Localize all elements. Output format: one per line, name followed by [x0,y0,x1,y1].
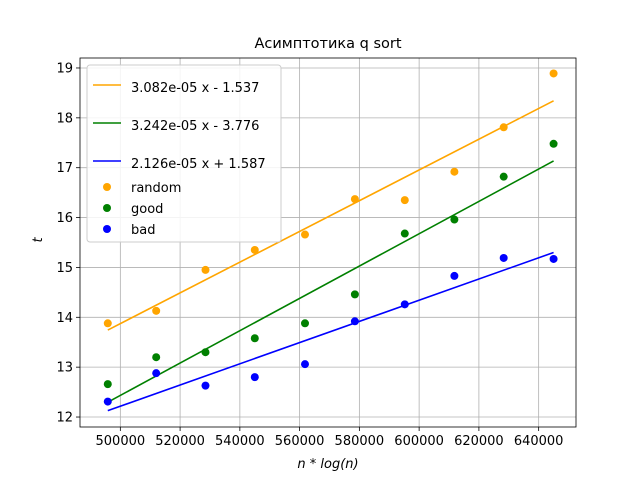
legend-box [86,64,282,243]
y-tick-label: 13 [56,361,73,376]
y-tick-label: 17 [56,161,73,176]
data-point-bad [152,369,161,378]
legend-fit-label: 3.242e-05 x - 3.776 [131,119,259,134]
fit-lines [107,100,554,412]
fit-line [107,160,554,403]
legend-marker-swatch [103,204,111,212]
data-point-bad [250,373,259,382]
data-point-good [549,139,558,148]
legend-marker-swatch [103,183,111,191]
data-point-good [450,215,459,224]
y-tick-label: 12 [56,411,73,426]
legend-fit-label: 2.126e-05 x + 1.587 [131,157,266,172]
data-point-good [300,319,309,328]
data-point-random [152,306,161,315]
x-tick-label: 580000 [335,434,385,449]
data-point-bad [549,254,558,263]
x-axis-label: n * log(n) [297,457,358,472]
x-tick-label: 600000 [394,434,444,449]
data-point-random [499,123,508,132]
fit-line [107,251,554,412]
x-tick-label: 620000 [454,434,504,449]
y-tick-label: 16 [56,211,73,226]
y-tick-label: 14 [56,311,73,326]
data-point-random [300,230,309,239]
data-point-bad [103,397,112,406]
y-tick-label: 18 [56,111,73,126]
data-point-bad [350,317,359,326]
data-point-random [103,319,112,328]
x-axis: 500000 520000 540000 560000 580000 600000 6200… [96,427,564,449]
fit-line [107,100,554,331]
data-point-random [549,69,558,78]
data-point-good [152,353,161,362]
data-point-bad [201,381,210,390]
data-point-good [103,380,112,389]
data-point-bad [400,300,409,309]
plot-frame [79,57,577,428]
data-point-good [499,172,508,181]
x-tick-label: 540000 [215,434,265,449]
data-point-bad [450,271,459,280]
x-tick-label: 500000 [96,434,146,449]
data-point-random [350,195,359,204]
data-points [103,69,558,406]
data-point-good [250,334,259,343]
legend-fit-label: 3.082e-05 x - 1.537 [131,81,259,96]
data-point-random [450,167,459,176]
data-point-random [400,196,409,205]
legend-series-label: random [131,181,181,196]
x-tick-label: 520000 [155,434,205,449]
legend-series-label: good [131,202,163,217]
y-axis: 12 13 14 15 16 17 18 19 [56,61,80,426]
data-point-good [201,348,210,357]
data-point-random [250,245,259,254]
data-point-random [201,265,210,274]
legend-marker-swatch [103,225,111,233]
y-tick-label: 15 [56,261,73,276]
chart-title: Асимптотика q sort [254,36,401,52]
x-tick-label: 560000 [275,434,325,449]
legend-series-label: bad [131,223,155,238]
legend: 3.082e-05 x - 1.537 3.242e-05 x - 3.776 2.… [86,64,282,243]
y-axis-label: t [31,237,46,243]
y-tick-label: 19 [56,61,73,76]
x-tick-label: 640000 [514,434,564,449]
data-point-bad [499,253,508,262]
data-point-good [350,290,359,299]
data-point-bad [300,360,309,369]
data-point-good [400,229,409,238]
